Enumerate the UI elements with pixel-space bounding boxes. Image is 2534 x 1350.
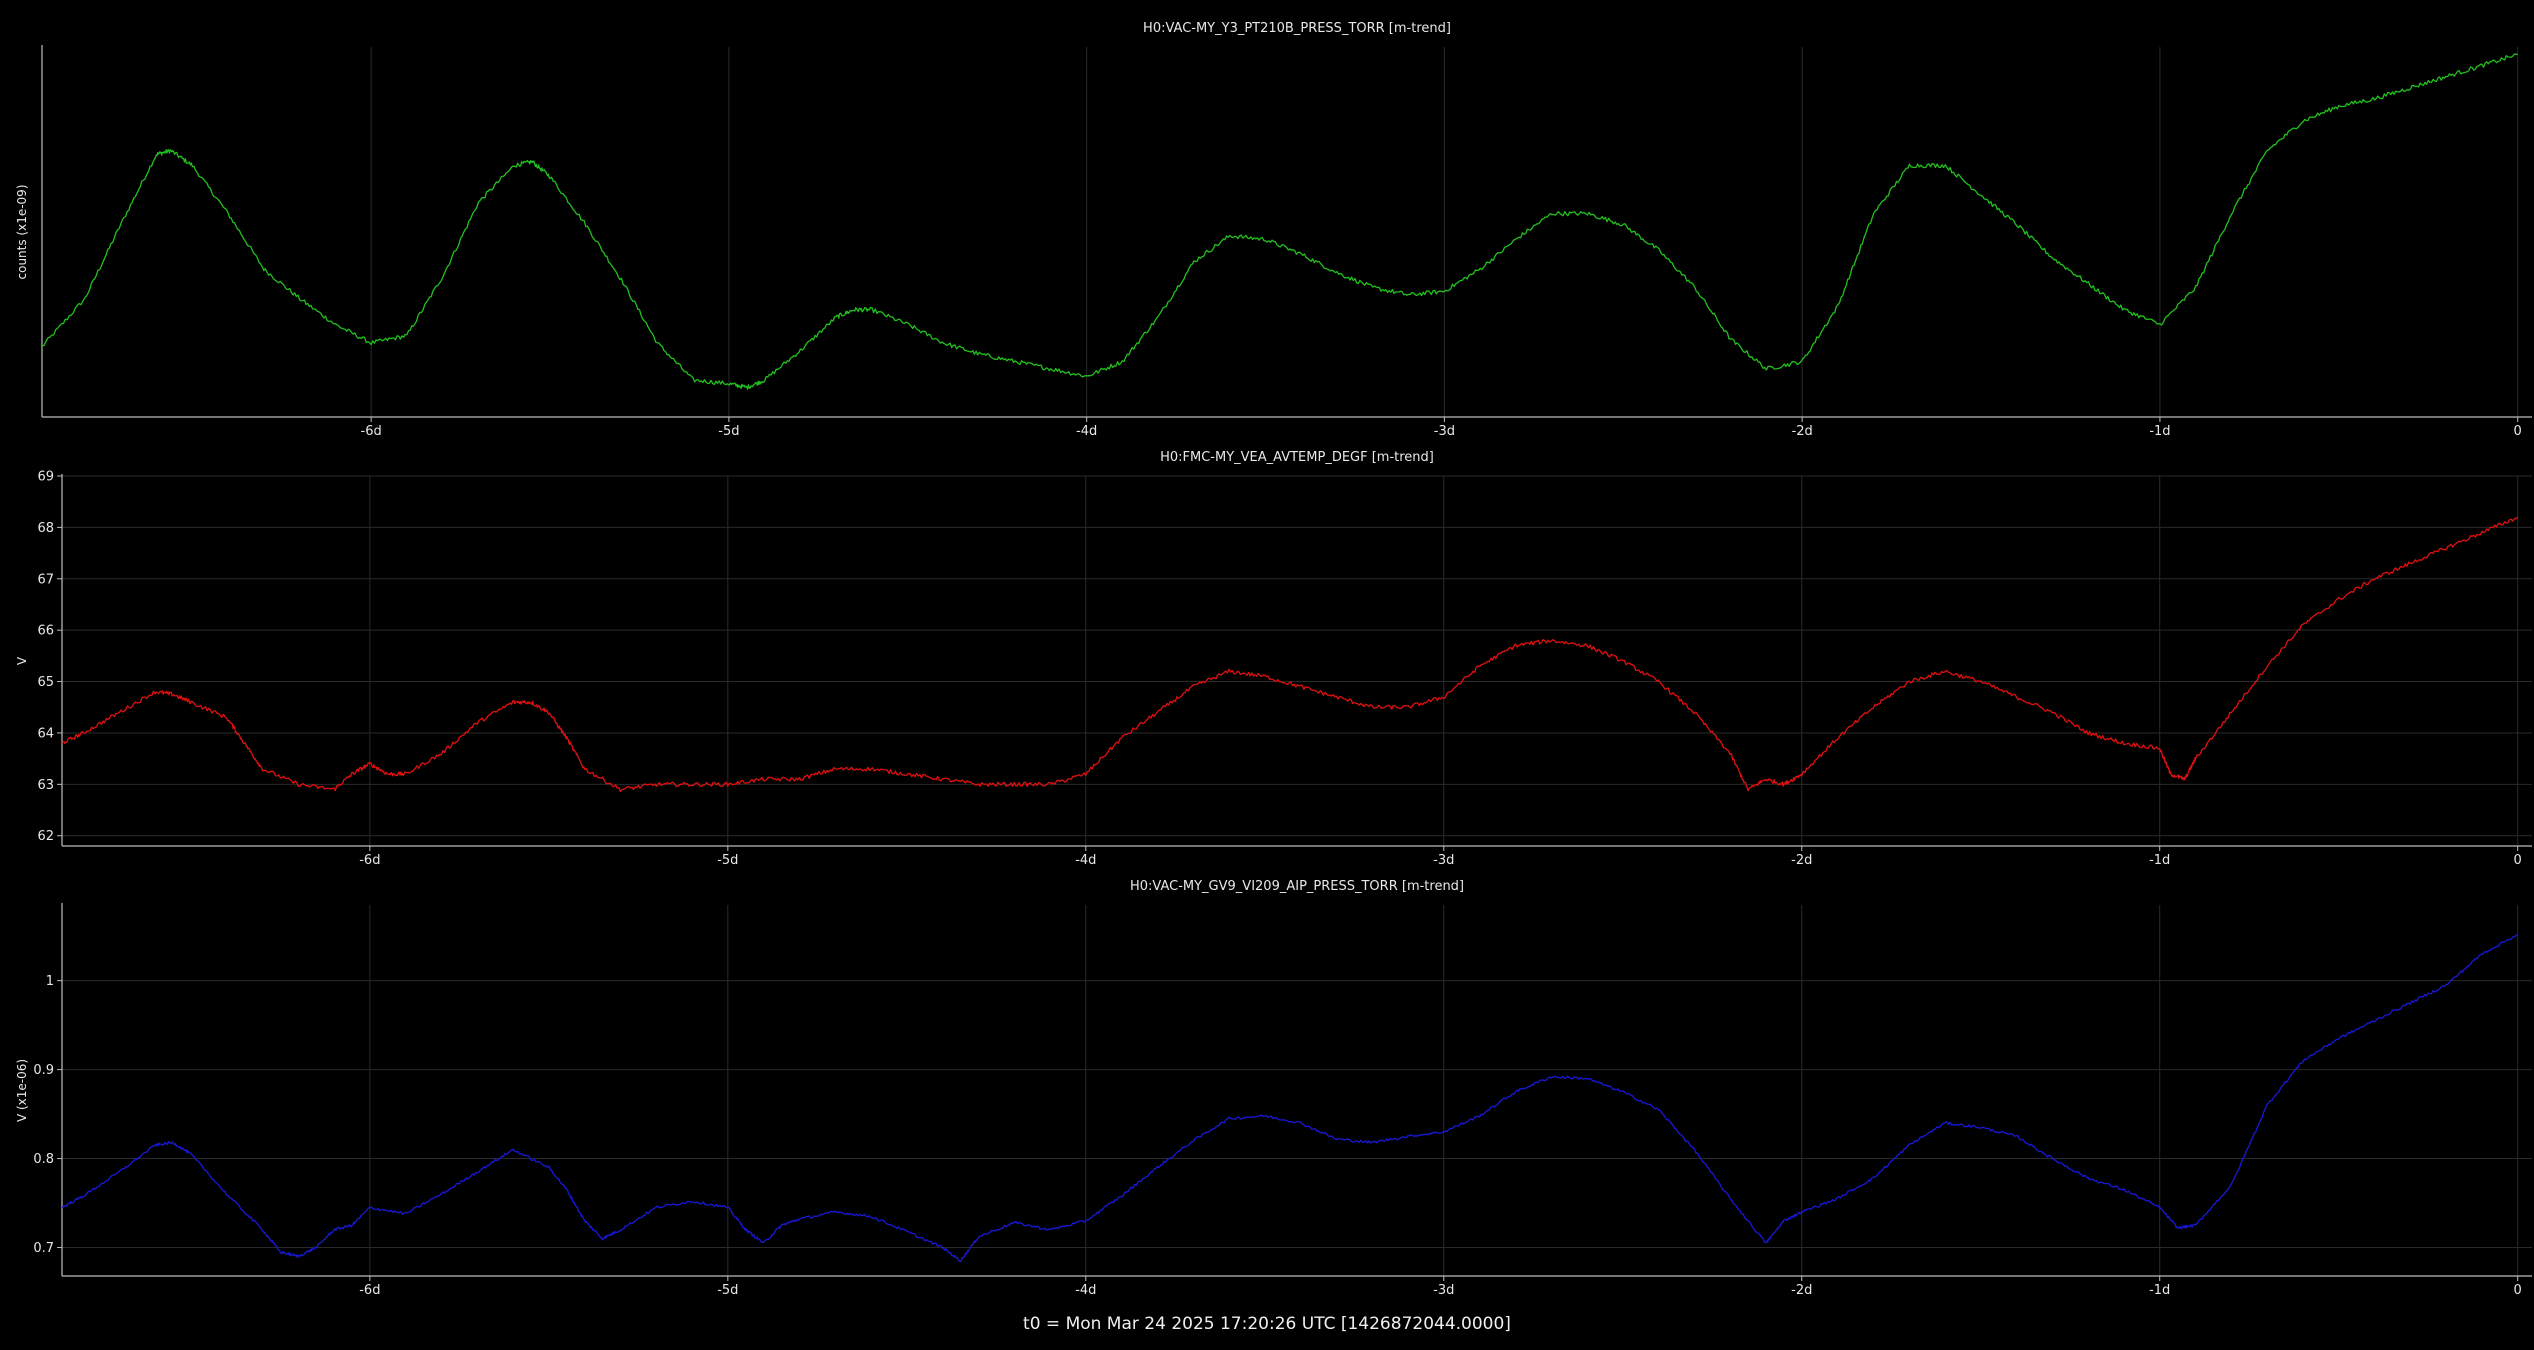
x-tick-label: -1d [2149, 424, 2170, 439]
y-tick-label: 0.7 [33, 1241, 54, 1256]
y-axis-label: V (x1e-06) [15, 1059, 29, 1122]
y-tick-label: 1 [46, 974, 54, 989]
x-tick-label: -3d [1433, 853, 1454, 868]
x-tick-label: -4d [1076, 424, 1097, 439]
x-tick-label: -6d [361, 424, 382, 439]
y-tick-label: 69 [37, 470, 54, 485]
y-tick-label: 0.9 [33, 1063, 54, 1078]
chart-panel-1: -6d -5d -4d -3d -2d -1d 0 H0:VAC-MY_Y3_PT210B_P… [15, 21, 2532, 439]
x-tick-label: -2d [1791, 853, 1812, 868]
series-line [61, 933, 2519, 1263]
x-tick-label: -6d [359, 853, 380, 868]
y-tick-label: 0.8 [33, 1152, 54, 1167]
y-axis-label: V [15, 656, 29, 665]
x-tick-label: -4d [1075, 853, 1096, 868]
y-tick-label: 64 [37, 726, 54, 741]
y-tick-label: 66 [37, 624, 54, 639]
trend-charts: -6d -5d -4d -3d -2d -1d 0 H0:VAC-MY_Y3_PT210B_P… [15, 21, 2532, 1298]
series-line [61, 516, 2519, 793]
x-tick-label: -1d [2149, 1283, 2170, 1298]
y-axis-label: counts (x1e-09) [15, 184, 29, 279]
chart-title: H0:VAC-MY_Y3_PT210B_PRESS_TORR [m-trend] [1143, 21, 1451, 36]
y-tick-label: 67 [37, 572, 54, 587]
x-tick-label: -4d [1075, 1283, 1096, 1298]
t0-footer-label: t0 = Mon Mar 24 2025 17:20:26 UTC [14268… [1023, 1314, 1511, 1334]
x-tick-label: -1d [2149, 853, 2170, 868]
y-tick-label: 68 [37, 521, 54, 536]
x-tick-label: -2d [1792, 424, 1813, 439]
y-tick-label: 63 [37, 778, 54, 793]
x-tick-label: -2d [1791, 1283, 1812, 1298]
x-tick-label: -5d [718, 424, 739, 439]
chart-panel-3: -6d -5d -4d -3d -2d -1d 0 0.7 0.8 0.9 1 H0:VAC-MY_G… [15, 879, 2532, 1298]
x-tick-label: 0 [2514, 424, 2522, 439]
x-tick-label: -5d [717, 853, 738, 868]
x-tick-label: 0 [2514, 1283, 2522, 1298]
chart-panel-2: -6d -5d -4d -3d -2d -1d 0 62 63 64 65 66 67 68 69 H0:FM… [15, 450, 2532, 868]
x-tick-label: -3d [1434, 424, 1455, 439]
y-tick-label: 65 [37, 675, 54, 690]
x-tick-label: 0 [2514, 853, 2522, 868]
chart-title: H0:FMC-MY_VEA_AVTEMP_DEGF [m-trend] [1160, 450, 1434, 465]
x-tick-label: -5d [717, 1283, 738, 1298]
x-tick-label: -6d [359, 1283, 380, 1298]
series-line [41, 53, 2518, 390]
x-tick-label: -3d [1433, 1283, 1454, 1298]
y-tick-label: 62 [37, 829, 54, 844]
chart-title: H0:VAC-MY_GV9_VI209_AIP_PRESS_TORR [m-tr… [1130, 879, 1464, 894]
